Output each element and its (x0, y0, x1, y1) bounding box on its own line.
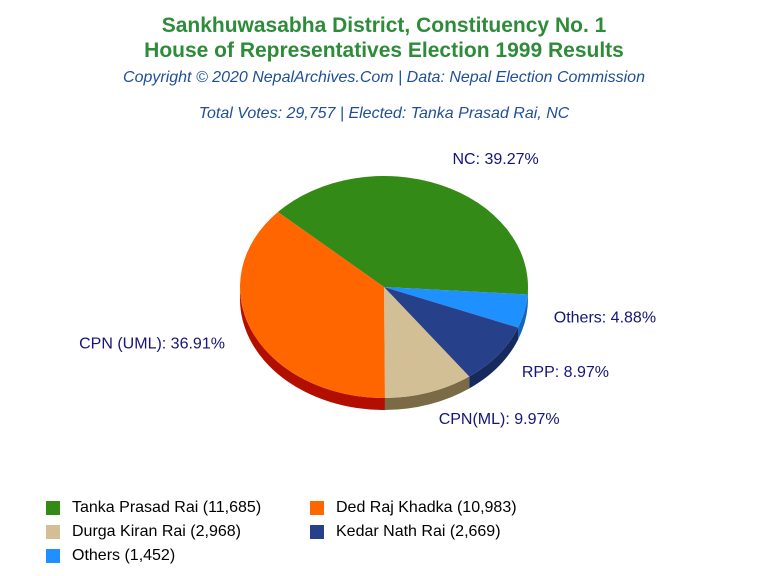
legend: Tanka Prasad Rai (11,685) Ded Raj Khadka… (46, 499, 606, 569)
slice-label: CPN(ML): 9.97% (439, 411, 560, 428)
legend-swatch (310, 525, 324, 539)
slice-label: Others: 4.88% (554, 309, 656, 326)
legend-label: Tanka Prasad Rai (11,685) (72, 499, 262, 516)
pie-slice-others (384, 287, 528, 328)
legend-label: Ded Raj Khadka (10,983) (336, 499, 517, 516)
chart-title-line2: House of Representatives Election 1999 R… (144, 39, 624, 62)
legend-swatch (46, 525, 60, 539)
summary-text: Total Votes: 29,757 | Elected: Tanka Pra… (198, 105, 570, 122)
pie-slice-cpn-uml- (239, 212, 385, 398)
legend-item: Tanka Prasad Rai (11,685) (46, 499, 261, 517)
pie-slice-rpp (384, 287, 519, 377)
pie-side-others (518, 294, 528, 340)
legend-item: Others (1,452) (46, 547, 175, 565)
legend-item: Kedar Nath Rai (2,669) (310, 523, 501, 541)
legend-label: Kedar Nath Rai (2,669) (336, 523, 501, 540)
legend-swatch (46, 501, 60, 515)
pie-side-cpn-ml- (384, 376, 470, 410)
pie-slice-cpn-ml- (384, 287, 470, 398)
pie-side-cpn-uml- (240, 287, 385, 411)
pie-slice-nc (277, 175, 529, 295)
pie-side-rpp (469, 327, 519, 389)
legend-label: Others (1,452) (72, 547, 176, 564)
pie-side-walls (240, 287, 528, 411)
legend-item: Durga Kiran Rai (2,968) (46, 523, 241, 541)
legend-swatch (46, 549, 60, 563)
slice-label: RPP: 8.97% (522, 364, 609, 381)
slice-label: NC: 39.27% (453, 151, 539, 168)
legend-label: Durga Kiran Rai (2,968) (72, 523, 241, 540)
legend-swatch (310, 501, 324, 515)
slice-label: CPN (UML): 36.91% (79, 335, 225, 352)
legend-item: Ded Raj Khadka (10,983) (310, 499, 517, 517)
copyright-text: Copyright © 2020 NepalArchives.Com | Dat… (123, 69, 645, 86)
chart-title-line1: Sankhuwasabha District, Constituency No.… (161, 14, 607, 37)
